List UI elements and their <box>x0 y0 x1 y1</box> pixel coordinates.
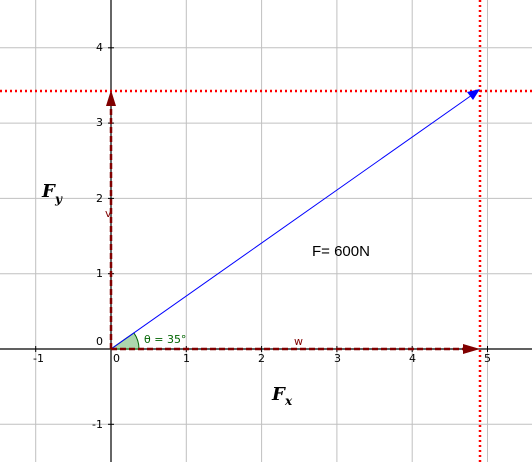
fy-arrowhead <box>106 90 116 106</box>
fy-label-subscript: y <box>54 192 63 206</box>
fx-label-main: F <box>271 384 286 405</box>
fy-label: F y <box>41 181 63 206</box>
x-tick-label: 2 <box>258 352 265 365</box>
fx-label-subscript: x <box>284 394 293 408</box>
y-tick-label: 4 <box>96 41 103 54</box>
x-tick-label: 1 <box>183 352 190 365</box>
force-magnitude-label: F= 600N <box>312 243 370 260</box>
w-vector-label: w <box>294 335 303 348</box>
y-tick-label: -1 <box>92 418 103 431</box>
v-vector-label: v <box>105 207 112 220</box>
fx-label: F x <box>271 384 293 408</box>
x-tick-label: 4 <box>409 352 416 365</box>
fx-arrowhead <box>463 344 480 354</box>
y-tick-label: 2 <box>96 192 103 205</box>
x-tick-labels: -1 1 2 3 4 5 0 <box>33 352 491 365</box>
fy-label-main: F <box>41 181 56 202</box>
angle-label: θ = 35° <box>144 333 186 346</box>
x-tick-label-origin: 0 <box>113 352 120 365</box>
force-vector <box>110 94 473 350</box>
y-tick-labels: 4 3 2 1 0 -1 <box>92 41 103 431</box>
x-tick-label: 5 <box>484 352 491 365</box>
x-tick-label: 3 <box>334 352 341 365</box>
x-tick-label: -1 <box>33 352 44 365</box>
y-tick-label: 1 <box>96 267 103 280</box>
origin-label: 0 <box>96 335 103 348</box>
force-arrowhead <box>467 89 480 100</box>
y-tick-label: 3 <box>96 116 103 129</box>
